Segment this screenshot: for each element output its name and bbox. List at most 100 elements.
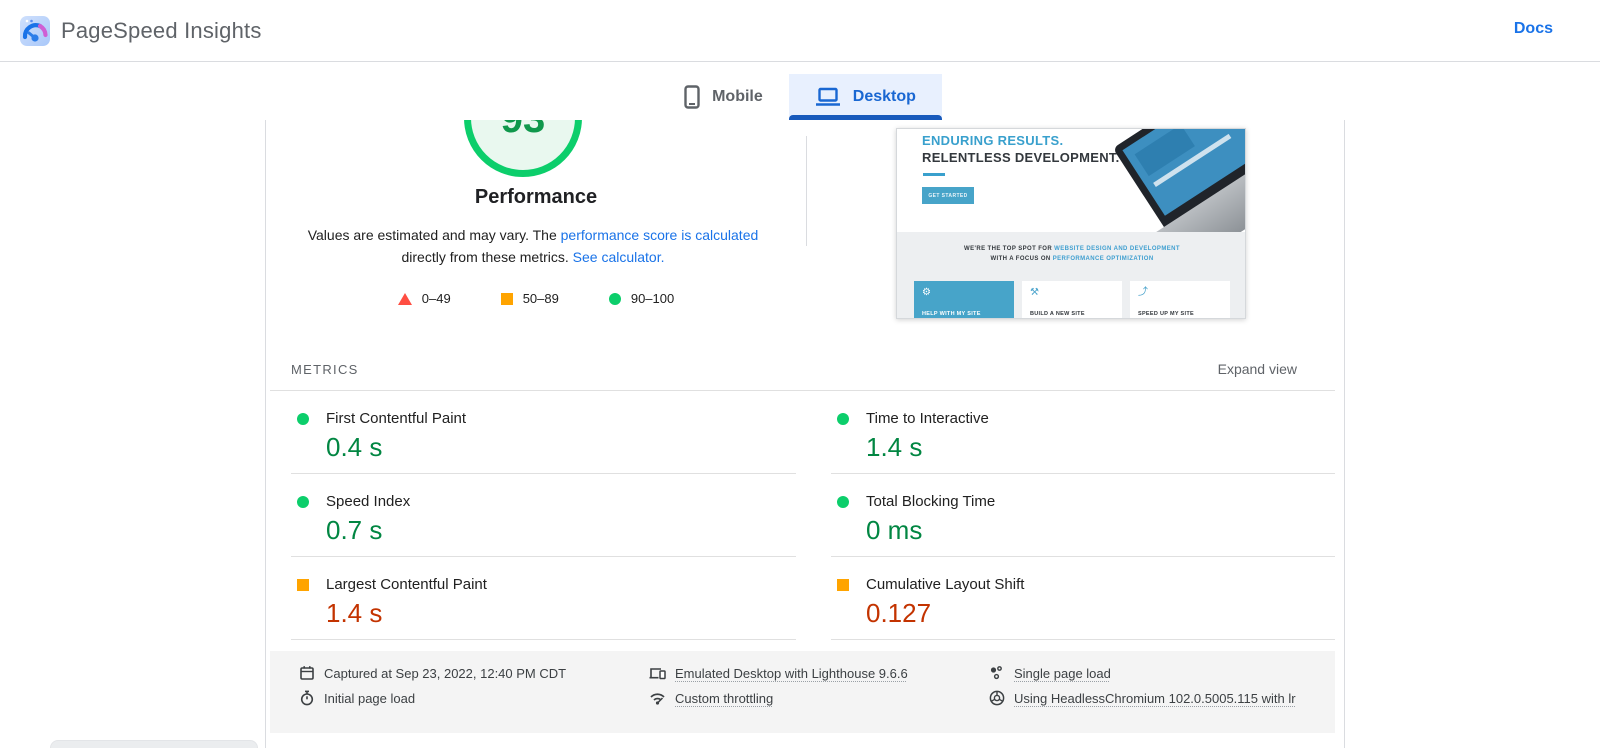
metric-rating-icon [297,578,309,591]
app-title: PageSpeed Insights [61,17,262,43]
stopwatch-icon [300,690,314,706]
thumb-band-l1: WE'RE THE TOP SPOT FOR [964,246,1055,252]
tab-mobile-label: Mobile [712,88,763,105]
thumb-heading-rule [923,173,945,176]
gear-icon: ⚙ [922,287,931,298]
metric-name: Cumulative Layout Shift [866,576,1025,593]
expand-view-button[interactable]: Expand view [1217,361,1297,377]
thumb-card-build-label: BUILD A NEW SITE [1030,311,1085,317]
initial-page-load-item: Initial page load [299,690,649,706]
throttling-item[interactable]: Custom throttling [649,690,989,706]
lighthouse-report-card: 93 Performance Values are estimated and … [265,59,1345,748]
active-tab-indicator [788,115,942,120]
tab-mobile[interactable]: Mobile [658,74,789,120]
metric-value: 0.4 s [326,432,383,462]
legend-pass: 90–100 [608,291,675,306]
metric-value: 1.4 s [866,432,923,462]
thumb-band-l2: WITH A FOCUS ON [990,256,1053,262]
legend-pass-range: 90–100 [630,291,675,306]
metrics-grid: First Contentful Paint 0.4 s Speed Index… [291,391,1335,640]
metric-name: First Contentful Paint [326,410,467,427]
thumb-card-speed-label: SPEED UP MY SITE [1138,311,1194,317]
thumb-heading-1: ENDURING RESULTS. [922,133,1064,148]
run-settings-bar: Captured at Sep 23, 2022, 12:40 PM CDT I… [270,651,1335,733]
metric-value: 0.127 [866,598,932,628]
emulated-device-item[interactable]: Emulated Desktop with Lighthouse 9.6.6 [649,665,989,681]
pagespeed-logo-icon[interactable] [20,15,50,46]
average-square-icon [500,292,513,305]
legend-fail: 0–49 [397,291,451,306]
thumb-gray-band: WE'RE THE TOP SPOT FOR WEBSITE DESIGN AN… [897,232,1245,318]
thumb-heading-2: RELENTLESS DEVELOPMENT. [922,150,1120,165]
desktop-laptop-icon [815,87,840,106]
score-legend: 0–49 50–89 90–100 [266,291,806,306]
tab-desktop-label: Desktop [852,88,916,105]
score-disclaimer: Values are estimated and may vary. The p… [293,224,773,268]
category-title: Performance [474,186,598,208]
captured-at-item: Captured at Sep 23, 2022, 12:40 PM CDT [299,665,649,681]
thumb-band-text: WE'RE THE TOP SPOT FOR WEBSITE DESIGN AN… [897,244,1245,264]
metrics-section-label: METRICS [291,361,359,377]
legend-average: 50–89 [500,291,559,306]
pass-circle-icon [608,292,621,305]
page-load-dots-icon [990,666,1002,680]
thumb-cta-button: GET STARTED [922,187,974,204]
thumb-card-build: ⚒ BUILD A NEW SITE [1022,281,1122,318]
metric-value: 0 ms [866,515,923,545]
metric-rating-icon [297,495,309,508]
device-tabstrip: Mobile Desktop [0,62,1600,120]
page-screenshot-thumbnail[interactable]: ENDURING RESULTS. RELENTLESS DEVELOPMENT… [896,128,1246,319]
thumb-band-l1-hl: WEBSITE DESIGN AND DEVELOPMENT [1054,246,1180,252]
legend-average-range: 50–89 [522,291,559,306]
metrics-divider [270,390,1335,391]
legend-fail-range: 0–49 [421,291,451,306]
thumb-card-help: ⚙ HELP WITH MY SITE [914,281,1014,318]
metric-value: 1.4 s [326,598,383,628]
metric-value: 0.7 s [326,515,383,545]
devices-icon [649,668,666,680]
tools-icon: ⚒ [1030,287,1039,298]
metric-rating-icon [297,412,309,425]
metric-rating-icon [837,412,849,425]
metric-time-to-interactive: Time to Interactive 1.4 s [831,391,1335,474]
fail-triangle-icon [397,292,412,305]
disclaimer-text-mid: directly from these metrics. [401,249,573,265]
rocket-icon: ⤴ [1138,287,1148,298]
throttling-text: Custom throttling [675,690,774,706]
metric-name: Time to Interactive [866,410,989,427]
metric-first-contentful-paint: First Contentful Paint 0.4 s [291,391,796,474]
metric-name: Largest Contentful Paint [326,576,487,593]
score-calculation-link[interactable]: performance score is calculated [560,227,759,243]
thumb-band-l2-hl: PERFORMANCE OPTIMIZATION [1052,256,1154,262]
app-header: PageSpeed Insights Docs [0,0,1600,62]
metric-rating-icon [837,578,849,591]
thumb-cards: ⚙ HELP WITH MY SITE ⚒ BUILD A NEW SITE ⤴… [914,281,1230,318]
emulated-device-text: Emulated Desktop with Lighthouse 9.6.6 [675,665,908,681]
metric-name: Total Blocking Time [866,493,996,510]
browser-version-item[interactable]: Using HeadlessChromium 102.0.5005.115 wi… [989,690,1329,706]
metric-speed-index: Speed Index 0.7 s [291,474,796,557]
page-load-mode-text: Single page load [1014,665,1111,681]
docs-link[interactable]: Docs [1513,20,1553,37]
summary-divider [806,136,807,246]
initial-page-load-text: Initial page load [324,690,416,706]
captured-at-text: Captured at Sep 23, 2022, 12:40 PM CDT [324,665,567,681]
thumb-hero: ENDURING RESULTS. RELENTLESS DEVELOPMENT… [897,129,1245,279]
thumb-card-speed: ⤴ SPEED UP MY SITE [1130,281,1230,318]
metric-total-blocking-time: Total Blocking Time 0 ms [831,474,1335,557]
see-calculator-link[interactable]: See calculator. [572,249,665,265]
chromium-icon [989,690,1005,706]
mobile-phone-icon [684,85,700,109]
thumb-card-help-label: HELP WITH MY SITE [922,311,981,317]
calendar-icon [300,666,314,680]
metric-cumulative-layout-shift: Cumulative Layout Shift 0.127 [831,557,1335,640]
browser-version-text: Using HeadlessChromium 102.0.5005.115 wi… [1014,690,1296,706]
tab-desktop[interactable]: Desktop [788,74,942,120]
page-load-mode-item[interactable]: Single page load [989,665,1329,681]
network-throttle-icon [650,693,665,705]
metric-largest-contentful-paint: Largest Contentful Paint 1.4 s [291,557,796,640]
metric-name: Speed Index [326,493,411,510]
metric-rating-icon [837,495,849,508]
disclaimer-text: Values are estimated and may vary. The [307,227,561,243]
status-bubble [50,740,258,748]
